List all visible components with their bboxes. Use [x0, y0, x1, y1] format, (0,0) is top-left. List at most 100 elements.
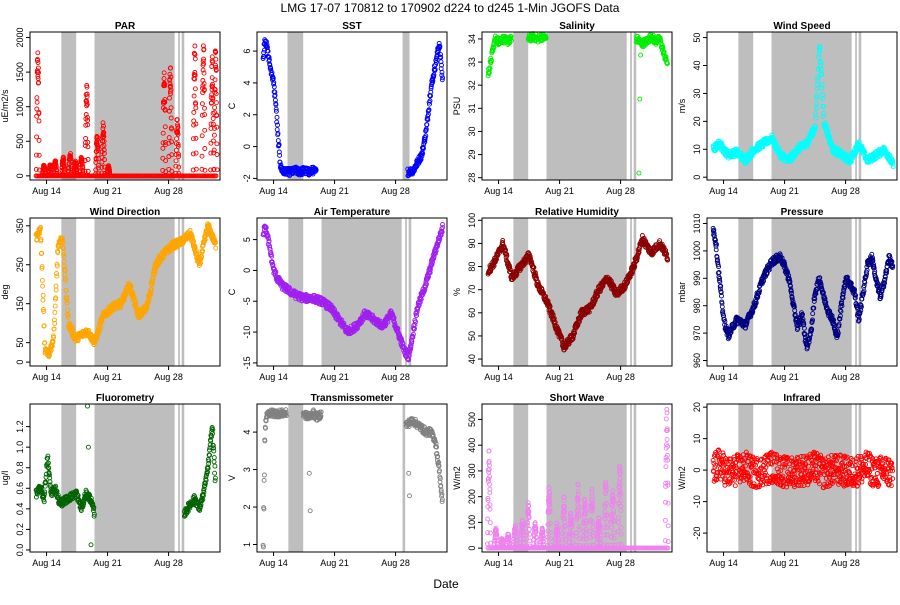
y-axis-label: uE/m2/s: [0, 89, 10, 123]
y-tick-label: 1000: [15, 97, 25, 117]
y-tick-label: 5: [242, 237, 252, 242]
x-tick-label: Aug 28: [606, 372, 635, 382]
gap-band: [859, 32, 862, 180]
data-point: [37, 153, 41, 157]
data-point: [891, 165, 895, 169]
data-point: [53, 310, 57, 314]
y-axis-label: mbar: [677, 282, 687, 303]
data-point: [275, 128, 279, 132]
data-point: [211, 139, 215, 143]
y-tick-label: 500: [15, 134, 25, 149]
data-point: [175, 137, 179, 141]
panel-fluorometry: Fluorometry0.00.20.40.60.81.01.2ug/lAug …: [0, 393, 220, 568]
page-title: LMG 17-07 170812 to 170902 d224 to d245 …: [281, 1, 620, 15]
x-tick-label: Aug 14: [484, 186, 513, 196]
y-tick-label: 33: [467, 57, 477, 67]
y-tick-label: 970: [692, 326, 702, 341]
x-tick-label: Aug 21: [770, 372, 799, 382]
data-point: [192, 110, 196, 114]
data-point: [41, 293, 45, 297]
y-tick-label: 960: [692, 353, 702, 368]
data-point: [213, 78, 217, 82]
y-tick-label: 250: [15, 257, 25, 272]
data-point: [276, 139, 280, 143]
data-point: [41, 284, 45, 288]
data-point: [54, 288, 58, 292]
x-tick-label: Aug 28: [831, 372, 860, 382]
data-point: [212, 148, 216, 152]
panel-title: Pressure: [781, 207, 824, 218]
y-tick-label: 60: [467, 308, 477, 318]
gap-band: [546, 32, 626, 180]
y-tick-label: -15: [242, 356, 252, 369]
y-axis-label: C: [227, 102, 237, 109]
gap-band: [403, 32, 410, 180]
data-point: [200, 102, 204, 106]
y-tick-label: 6: [242, 49, 252, 54]
y-tick-label: -10: [242, 326, 252, 339]
data-point: [193, 87, 197, 91]
data-point: [174, 148, 178, 152]
x-tick-label: Aug 28: [154, 186, 183, 196]
data-point: [84, 136, 88, 140]
y-tick-label: 0: [242, 144, 252, 149]
data-point: [40, 278, 44, 282]
y-tick-label: 32: [467, 80, 477, 90]
data-point: [639, 53, 643, 57]
x-tick-label: Aug 14: [709, 186, 738, 196]
panel-title: PAR: [115, 21, 136, 32]
y-tick-label: 1500: [15, 62, 25, 82]
y-tick-label: 0: [15, 360, 25, 365]
data-point: [275, 115, 279, 119]
data-point: [212, 133, 216, 137]
data-point: [203, 147, 207, 151]
x-tick-label: Aug 21: [320, 372, 349, 382]
data-point: [214, 246, 218, 250]
x-tick-label: Aug 14: [259, 186, 288, 196]
x-tick-label: Aug 21: [320, 186, 349, 196]
gap-band: [513, 218, 528, 366]
y-tick-label: 1000: [692, 241, 702, 261]
data-point: [211, 117, 215, 121]
data-point: [638, 97, 642, 101]
x-tick-label: Aug 28: [381, 372, 410, 382]
gap-band: [634, 32, 637, 180]
y-tick-label: -2: [242, 174, 252, 182]
panel-title: Relative Humidity: [535, 207, 619, 218]
data-point: [35, 96, 39, 100]
x-tick-label: Aug 21: [93, 372, 122, 382]
y-tick-label: 40: [467, 354, 477, 364]
panel-title: Air Temperature: [314, 207, 391, 218]
y-tick-label: 50: [15, 338, 25, 348]
data-point: [53, 304, 57, 308]
y-tick-label: 90: [467, 238, 477, 248]
gap-band: [630, 218, 632, 366]
y-tick-label: 20: [692, 116, 702, 126]
y-tick-label: 70: [467, 285, 477, 295]
y-axis-label: m/s: [677, 98, 687, 113]
y-tick-label: 50: [467, 331, 477, 341]
x-tick-label: Aug 14: [709, 372, 738, 382]
gap-band: [321, 218, 401, 366]
y-tick-label: 2: [242, 112, 252, 117]
x-tick-label: Aug 14: [484, 372, 513, 382]
panel-title: Fluorometry: [96, 393, 155, 404]
y-tick-label: 350: [15, 218, 25, 233]
data-point: [193, 44, 197, 48]
gap-band: [94, 404, 174, 552]
gap-band: [738, 218, 753, 366]
y-tick-label: 29: [467, 150, 477, 160]
y-tick-label: 50: [692, 33, 702, 43]
data-point: [200, 134, 204, 138]
y-tick-label: 34: [467, 34, 477, 44]
gap-band: [182, 404, 185, 552]
x-axis-label: Date: [433, 577, 459, 591]
